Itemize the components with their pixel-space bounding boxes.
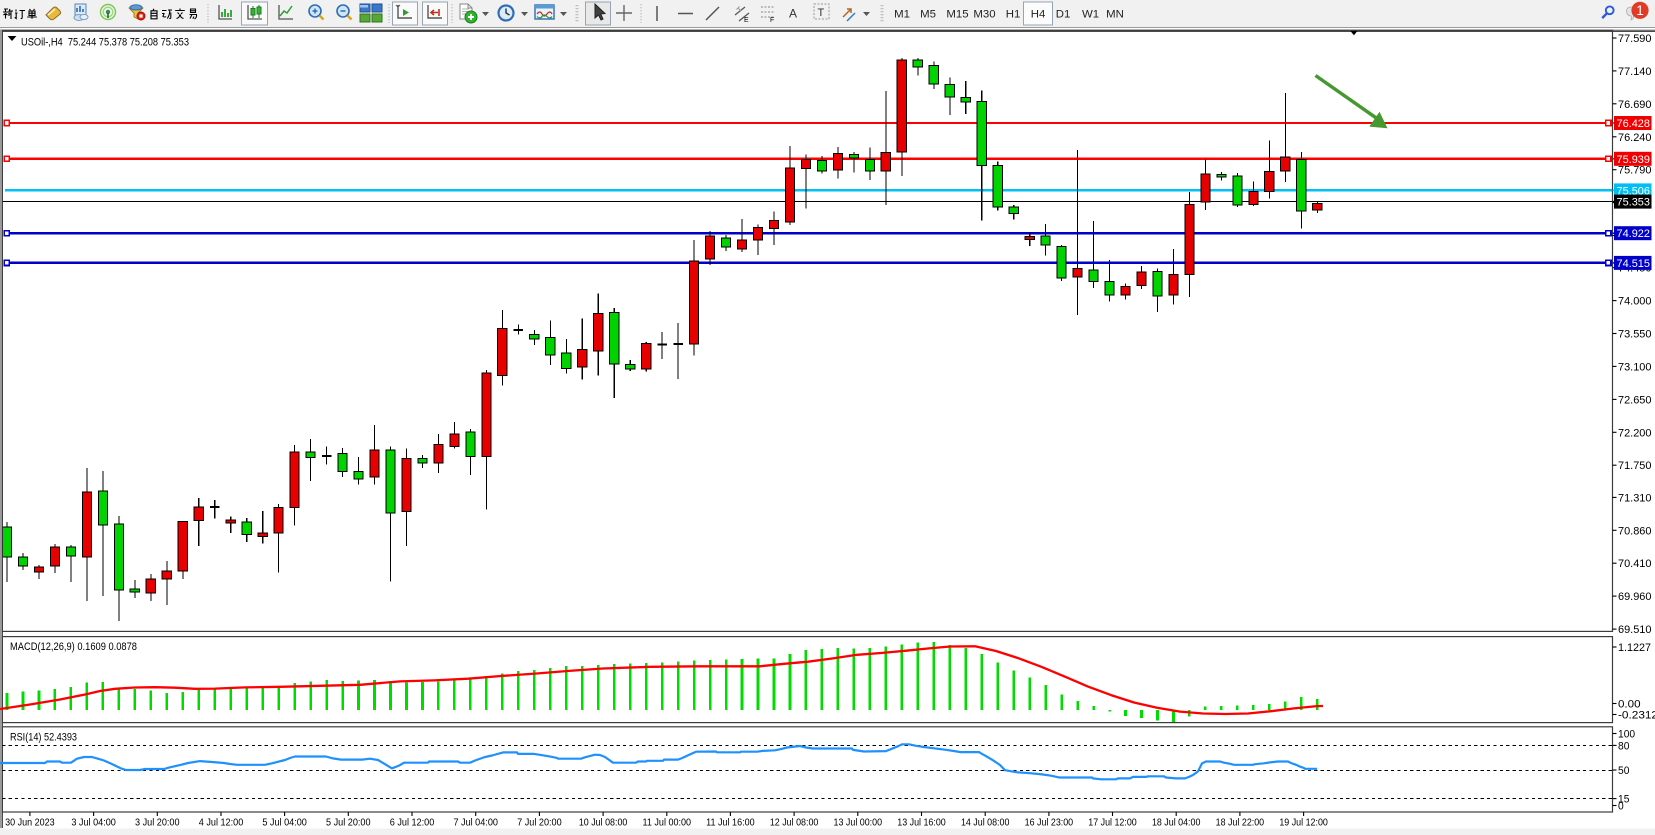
svg-text:73.100: 73.100 bbox=[1618, 361, 1652, 373]
svg-text:15: 15 bbox=[1618, 794, 1629, 806]
svg-text:75.353: 75.353 bbox=[1617, 197, 1651, 209]
svg-text:80: 80 bbox=[1618, 740, 1629, 752]
svg-text:100: 100 bbox=[1618, 729, 1635, 741]
svg-text:1: 1 bbox=[1636, 3, 1644, 18]
svg-text:71.310: 71.310 bbox=[1618, 492, 1652, 504]
svg-text:7 Jul 04:00: 7 Jul 04:00 bbox=[453, 818, 498, 829]
svg-text:T: T bbox=[818, 7, 825, 19]
svg-text:76.428: 76.428 bbox=[1617, 118, 1651, 130]
svg-text:17 Jul 12:00: 17 Jul 12:00 bbox=[1088, 818, 1137, 829]
svg-text:73.550: 73.550 bbox=[1618, 329, 1652, 341]
svg-text:-0.2312: -0.2312 bbox=[1618, 710, 1655, 722]
svg-text:M5: M5 bbox=[920, 8, 936, 20]
svg-text:50: 50 bbox=[1618, 765, 1629, 777]
svg-text:69.960: 69.960 bbox=[1618, 591, 1652, 603]
svg-text:4 Jul 12:00: 4 Jul 12:00 bbox=[199, 818, 244, 829]
svg-text:6 Jul 12:00: 6 Jul 12:00 bbox=[390, 818, 435, 829]
svg-text:74.000: 74.000 bbox=[1618, 296, 1652, 308]
svg-text:MACD(12,26,9) 0.1609 0.0878: MACD(12,26,9) 0.1609 0.0878 bbox=[10, 641, 137, 653]
svg-text:14 Jul 08:00: 14 Jul 08:00 bbox=[961, 818, 1010, 829]
svg-text:70.410: 70.410 bbox=[1618, 558, 1652, 570]
svg-text:30 Jun 2023: 30 Jun 2023 bbox=[5, 818, 55, 829]
svg-text:M15: M15 bbox=[946, 8, 968, 20]
svg-text:F: F bbox=[770, 17, 774, 24]
svg-text:0.00: 0.00 bbox=[1618, 699, 1641, 711]
svg-text:75.506: 75.506 bbox=[1617, 185, 1651, 197]
svg-text:W1: W1 bbox=[1082, 8, 1099, 20]
svg-text:74.515: 74.515 bbox=[1617, 258, 1651, 270]
svg-text:5 Jul 20:00: 5 Jul 20:00 bbox=[326, 818, 371, 829]
svg-text:H4: H4 bbox=[1031, 8, 1046, 20]
svg-text:76.240: 76.240 bbox=[1618, 132, 1652, 144]
svg-text:11 Jul 00:00: 11 Jul 00:00 bbox=[643, 818, 692, 829]
svg-text:D1: D1 bbox=[1056, 8, 1071, 20]
svg-text:13 Jul 00:00: 13 Jul 00:00 bbox=[834, 818, 883, 829]
svg-text:3 Jul 20:00: 3 Jul 20:00 bbox=[135, 818, 180, 829]
svg-text:18 Jul 22:00: 18 Jul 22:00 bbox=[1216, 818, 1265, 829]
svg-text:0: 0 bbox=[1618, 801, 1624, 813]
svg-text:75.790: 75.790 bbox=[1618, 165, 1652, 177]
svg-text:H1: H1 bbox=[1006, 8, 1021, 20]
svg-text:A: A bbox=[789, 7, 797, 21]
svg-text:72.200: 72.200 bbox=[1618, 427, 1652, 439]
svg-text:10 Jul 08:00: 10 Jul 08:00 bbox=[579, 818, 628, 829]
svg-text:72.650: 72.650 bbox=[1618, 394, 1652, 406]
svg-text:M30: M30 bbox=[973, 8, 995, 20]
svg-text:19 Jul 12:00: 19 Jul 12:00 bbox=[1279, 818, 1328, 829]
svg-text:USOil-,H4 75.244 75.378 75.20: USOil-,H4 75.244 75.378 75.208 75.353 bbox=[21, 37, 189, 49]
svg-text:77.590: 77.590 bbox=[1618, 33, 1652, 45]
svg-text:69.510: 69.510 bbox=[1618, 624, 1652, 636]
svg-text:M1: M1 bbox=[894, 8, 910, 20]
svg-text:RSI(14) 52.4393: RSI(14) 52.4393 bbox=[10, 732, 77, 744]
svg-text:71.750: 71.750 bbox=[1618, 460, 1652, 472]
svg-text:16 Jul 23:00: 16 Jul 23:00 bbox=[1025, 818, 1074, 829]
svg-text:11 Jul 16:00: 11 Jul 16:00 bbox=[706, 818, 755, 829]
svg-text:75.939: 75.939 bbox=[1617, 154, 1651, 166]
svg-text:1.1227: 1.1227 bbox=[1618, 642, 1651, 654]
svg-text:3 Jul 04:00: 3 Jul 04:00 bbox=[71, 818, 116, 829]
svg-text:7 Jul 20:00: 7 Jul 20:00 bbox=[517, 818, 562, 829]
svg-text:74.922: 74.922 bbox=[1617, 228, 1651, 240]
svg-text:13 Jul 16:00: 13 Jul 16:00 bbox=[897, 818, 946, 829]
svg-text:12 Jul 08:00: 12 Jul 08:00 bbox=[770, 818, 819, 829]
svg-text:E: E bbox=[744, 17, 749, 24]
svg-text:5 Jul 04:00: 5 Jul 04:00 bbox=[262, 818, 307, 829]
svg-text:77.140: 77.140 bbox=[1618, 66, 1652, 78]
svg-text:70.860: 70.860 bbox=[1618, 525, 1652, 537]
svg-text:MN: MN bbox=[1106, 8, 1124, 20]
svg-text:18 Jul 04:00: 18 Jul 04:00 bbox=[1152, 818, 1201, 829]
svg-text:76.690: 76.690 bbox=[1618, 99, 1652, 111]
